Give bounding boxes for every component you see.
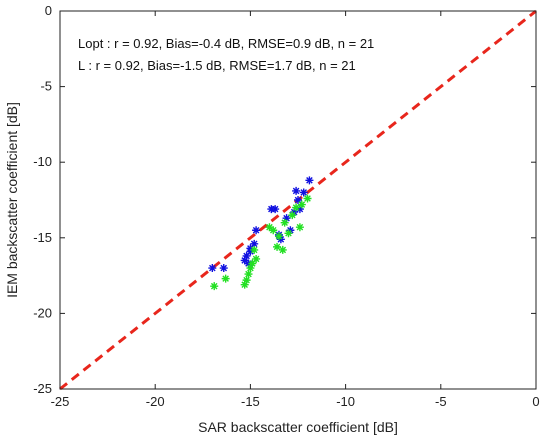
data-point: [280, 218, 289, 227]
y-tick-label-3: -10: [33, 154, 52, 169]
data-point: [288, 211, 297, 220]
y-axis-label: IEM backscatter coefficient [dB]: [4, 102, 20, 298]
data-point: [286, 226, 295, 235]
data-point: [274, 232, 283, 241]
data-point: [278, 245, 287, 254]
data-point: [269, 226, 278, 235]
data-point: [294, 196, 302, 204]
data-point: [292, 203, 301, 212]
data-point: [265, 223, 274, 232]
y-tick-label-1: -20: [33, 305, 52, 320]
data-point: [284, 229, 293, 238]
x-tick-label-3: -10: [336, 394, 355, 409]
stats-annotation-1: L : r = 0.92, Bias=-1.5 dB, RMSE=1.7 dB,…: [78, 58, 356, 73]
data-point: [240, 256, 249, 265]
data-point: [246, 247, 255, 256]
stats-annotation-0: Lopt : r = 0.92, Bias=-0.4 dB, RMSE=0.9 …: [78, 36, 374, 51]
data-point: [276, 235, 285, 244]
chart-marks: [59, 9, 537, 391]
x-tick-label-0: -25: [51, 394, 70, 409]
plot-frame: [59, 10, 537, 390]
data-point: [297, 200, 306, 209]
data-point: [292, 186, 301, 195]
x-tick-label-4: -5: [435, 394, 447, 409]
series-1: [210, 194, 312, 291]
y-tick-label-4: -5: [40, 79, 52, 94]
data-point: [208, 264, 217, 273]
x-axis-label: SAR backscatter coefficient [dB]: [198, 419, 398, 435]
data-point: [282, 214, 291, 223]
data-point: [244, 270, 253, 279]
data-point: [221, 274, 230, 283]
x-tick-label-2: -15: [241, 394, 260, 409]
data-point: [240, 280, 249, 289]
data-point: [252, 226, 261, 235]
data-point: [305, 176, 314, 185]
data-point: [210, 282, 219, 291]
data-point: [271, 205, 280, 214]
x-tick-label-1: -20: [146, 394, 165, 409]
data-point: [250, 239, 259, 248]
data-point: [248, 259, 257, 268]
data-point: [273, 242, 282, 251]
axis-ticks: -25 -20 -15 -10 -5 0 -25 -20 -15 -10 -5 0: [33, 3, 539, 409]
data-point: [219, 264, 228, 273]
data-point: [303, 194, 312, 203]
data-point: [242, 251, 251, 260]
y-tick-label-0: -25: [33, 381, 52, 396]
data-point: [299, 188, 308, 197]
data-point: [290, 208, 299, 217]
data-point: [295, 223, 304, 232]
data-point: [252, 254, 261, 263]
y-tick-label-5: 0: [45, 3, 52, 18]
chart-annotations: Lopt : r = 0.92, Bias=-0.4 dB, RMSE=0.9 …: [78, 36, 374, 73]
data-point: [246, 264, 255, 273]
data-point: [250, 245, 259, 254]
y-tick-label-2: -15: [33, 230, 52, 245]
data-point: [295, 205, 304, 214]
data-point: [242, 276, 251, 285]
x-tick-label-5: 0: [532, 394, 539, 409]
